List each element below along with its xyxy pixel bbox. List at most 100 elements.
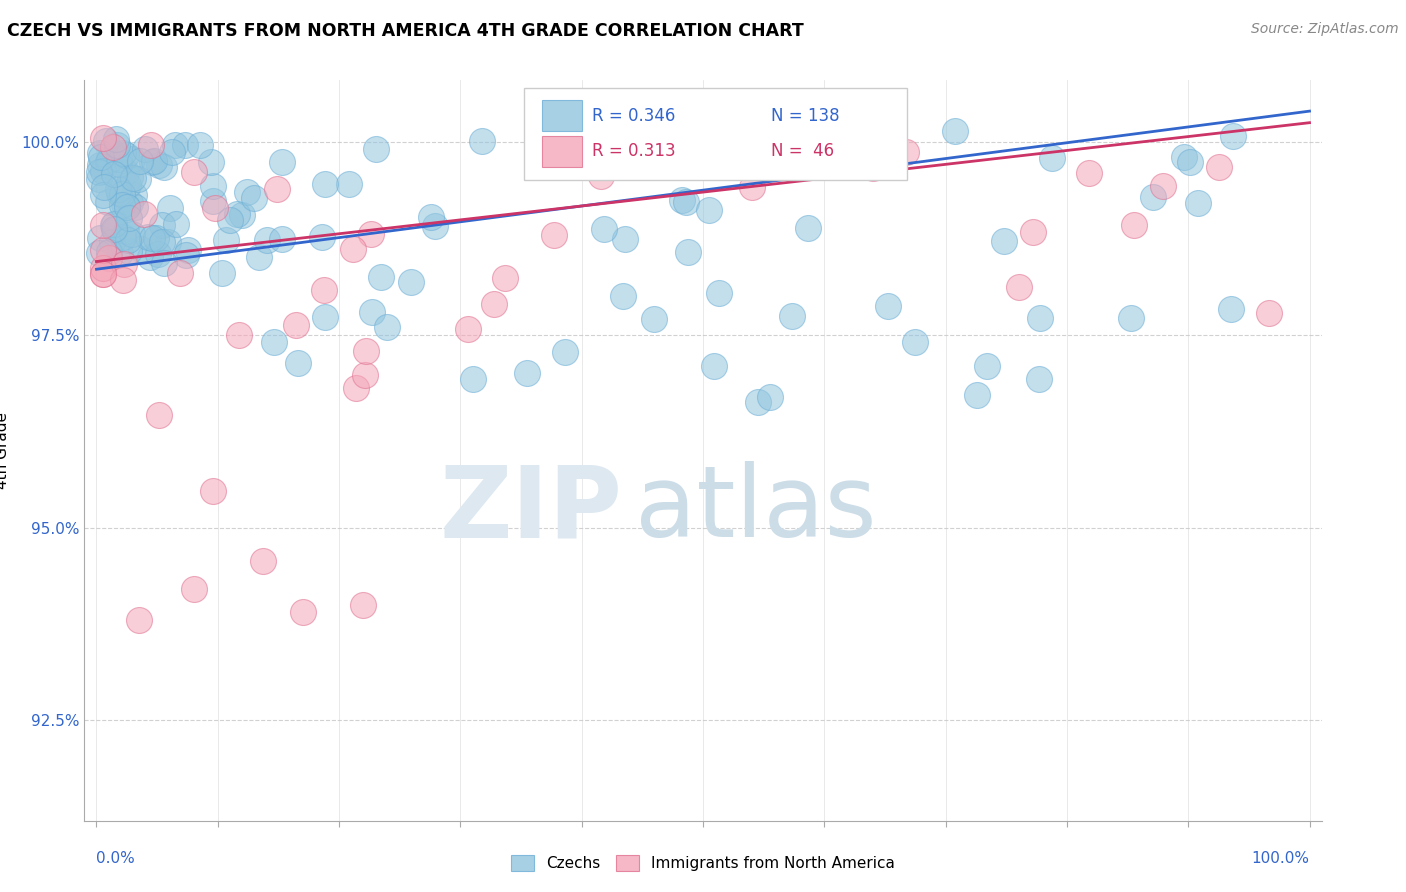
- Czechs: [966, 388, 988, 402]
- Czechs: [1029, 311, 1052, 326]
- Czechs: [943, 124, 966, 138]
- Czechs: [612, 289, 634, 303]
- Text: Source: ZipAtlas.com: Source: ZipAtlas.com: [1251, 22, 1399, 37]
- Czechs: [91, 188, 114, 202]
- Czechs: [104, 223, 127, 237]
- Czechs: [256, 233, 278, 247]
- Czechs: [139, 250, 162, 264]
- Czechs: [111, 186, 134, 201]
- Czechs: [796, 221, 818, 235]
- Immigrants from North America: [141, 138, 163, 153]
- Czechs: [117, 233, 139, 247]
- Czechs: [156, 235, 179, 250]
- Czechs: [215, 233, 238, 247]
- Text: N =  46: N = 46: [770, 143, 834, 161]
- Czechs: [103, 221, 125, 235]
- Czechs: [138, 230, 160, 244]
- Czechs: [148, 158, 170, 172]
- Czechs: [247, 250, 270, 264]
- Czechs: [516, 367, 538, 381]
- Immigrants from North America: [543, 228, 565, 243]
- Czechs: [1178, 154, 1201, 169]
- FancyBboxPatch shape: [523, 87, 907, 180]
- Czechs: [211, 266, 233, 280]
- Text: R = 0.346: R = 0.346: [592, 107, 675, 125]
- Czechs: [141, 155, 163, 169]
- Czechs: [121, 227, 143, 241]
- Immigrants from North America: [91, 267, 114, 281]
- Czechs: [89, 158, 111, 172]
- Czechs: [399, 276, 422, 290]
- Czechs: [1187, 195, 1209, 210]
- Czechs: [1142, 190, 1164, 204]
- Czechs: [593, 222, 616, 236]
- Czechs: [165, 217, 187, 231]
- Czechs: [150, 218, 173, 232]
- Czechs: [425, 219, 447, 233]
- Czechs: [314, 310, 336, 324]
- Immigrants from North America: [353, 368, 375, 382]
- Czechs: [114, 165, 136, 179]
- Immigrants from North America: [354, 343, 377, 358]
- Czechs: [90, 150, 112, 164]
- Czechs: [1119, 311, 1142, 326]
- Czechs: [97, 155, 120, 169]
- Immigrants from North America: [1152, 179, 1174, 194]
- Immigrants from North America: [1022, 225, 1045, 239]
- Czechs: [270, 155, 292, 169]
- Immigrants from North America: [98, 251, 121, 265]
- Czechs: [339, 177, 361, 191]
- Immigrants from North America: [1078, 166, 1101, 180]
- Czechs: [177, 243, 200, 257]
- Czechs: [231, 208, 253, 222]
- Text: CZECH VS IMMIGRANTS FROM NORTH AMERICA 4TH GRADE CORRELATION CHART: CZECH VS IMMIGRANTS FROM NORTH AMERICA 4…: [7, 22, 804, 40]
- Czechs: [115, 148, 138, 162]
- Czechs: [118, 244, 141, 258]
- Text: atlas: atlas: [636, 461, 876, 558]
- Czechs: [153, 160, 176, 174]
- Czechs: [676, 244, 699, 259]
- Czechs: [243, 191, 266, 205]
- Czechs: [98, 245, 121, 260]
- Czechs: [747, 394, 769, 409]
- Czechs: [150, 235, 173, 249]
- Czechs: [643, 311, 665, 326]
- Czechs: [121, 153, 143, 167]
- Czechs: [463, 372, 485, 386]
- Immigrants from North America: [344, 381, 367, 395]
- Czechs: [703, 359, 725, 373]
- Czechs: [115, 201, 138, 215]
- Czechs: [93, 180, 115, 194]
- Czechs: [759, 390, 782, 404]
- Czechs: [134, 142, 156, 156]
- Czechs: [94, 134, 117, 148]
- Immigrants from North America: [91, 131, 114, 145]
- Czechs: [152, 256, 174, 270]
- Czechs: [97, 195, 120, 210]
- Immigrants from North America: [1007, 280, 1029, 294]
- Czechs: [122, 188, 145, 202]
- Text: ZIP: ZIP: [440, 461, 623, 558]
- Immigrants from North America: [183, 582, 205, 597]
- Immigrants from North America: [482, 296, 505, 310]
- Immigrants from North America: [741, 180, 763, 194]
- Czechs: [105, 138, 128, 153]
- Immigrants from North America: [91, 243, 114, 257]
- Czechs: [1222, 128, 1244, 143]
- Czechs: [554, 345, 576, 359]
- Immigrants from North America: [591, 169, 613, 183]
- Czechs: [129, 154, 152, 169]
- Czechs: [1028, 372, 1050, 386]
- Czechs: [104, 132, 127, 146]
- Czechs: [226, 207, 249, 221]
- Czechs: [108, 245, 131, 260]
- Immigrants from North America: [1122, 219, 1144, 233]
- Immigrants from North America: [148, 408, 170, 422]
- Immigrants from North America: [862, 161, 884, 175]
- Czechs: [174, 248, 197, 262]
- Czechs: [271, 232, 294, 246]
- Immigrants from North America: [201, 484, 224, 499]
- Immigrants from North America: [284, 318, 307, 333]
- Czechs: [314, 177, 336, 191]
- Czechs: [141, 231, 163, 245]
